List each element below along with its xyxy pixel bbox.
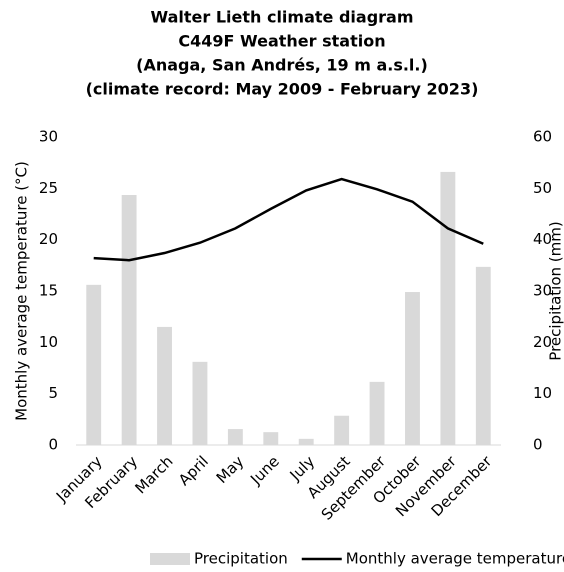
y2-axis-label: Precipitation (mm) [547, 221, 564, 360]
y-tick-label: 30 [39, 128, 58, 146]
x-tick-label: March [131, 452, 176, 497]
bar [157, 326, 172, 445]
x-tick-label: April [175, 452, 212, 489]
bar [227, 429, 243, 445]
bar [86, 284, 102, 445]
y-tick-label: 5 [48, 384, 58, 402]
y2-tick-label: 30 [533, 282, 552, 300]
bar [405, 292, 420, 445]
y2-tick-label: 40 [533, 230, 552, 248]
y2-tick-label: 60 [533, 128, 552, 146]
y-tick-label: 20 [39, 230, 58, 248]
bar [263, 432, 279, 445]
bar [440, 171, 456, 445]
bar [475, 266, 491, 445]
y2-tick-label: 0 [533, 436, 543, 454]
chart-title: (Anaga, San Andrés, 19 m a.s.l.) [136, 56, 428, 75]
y2-tick-label: 20 [533, 333, 552, 351]
chart-title: Walter Lieth climate diagram [151, 8, 414, 27]
chart-title: C449F Weather station [178, 32, 385, 51]
bar [192, 361, 208, 445]
x-tick-label: June [246, 452, 283, 489]
y2-tick-label: 50 [533, 179, 552, 197]
y-tick-label: 0 [48, 436, 58, 454]
bar [334, 415, 350, 445]
bar [298, 438, 314, 445]
y2-tick-label: 10 [533, 384, 552, 402]
bar [121, 195, 137, 445]
legend-swatch [150, 553, 190, 565]
y-tick-label: 25 [39, 179, 58, 197]
y-tick-label: 15 [39, 282, 58, 300]
legend-label: Precipitation [194, 550, 288, 568]
bar [369, 381, 385, 445]
y-axis-label: Monthly average temperature (°C) [13, 161, 31, 421]
legend-label: Monthly average temperature [346, 550, 564, 568]
y-tick-label: 10 [39, 333, 58, 351]
line [93, 177, 484, 262]
chart-title: (climate record: May 2009 - February 202… [86, 80, 479, 99]
x-tick-label: May [213, 452, 248, 487]
